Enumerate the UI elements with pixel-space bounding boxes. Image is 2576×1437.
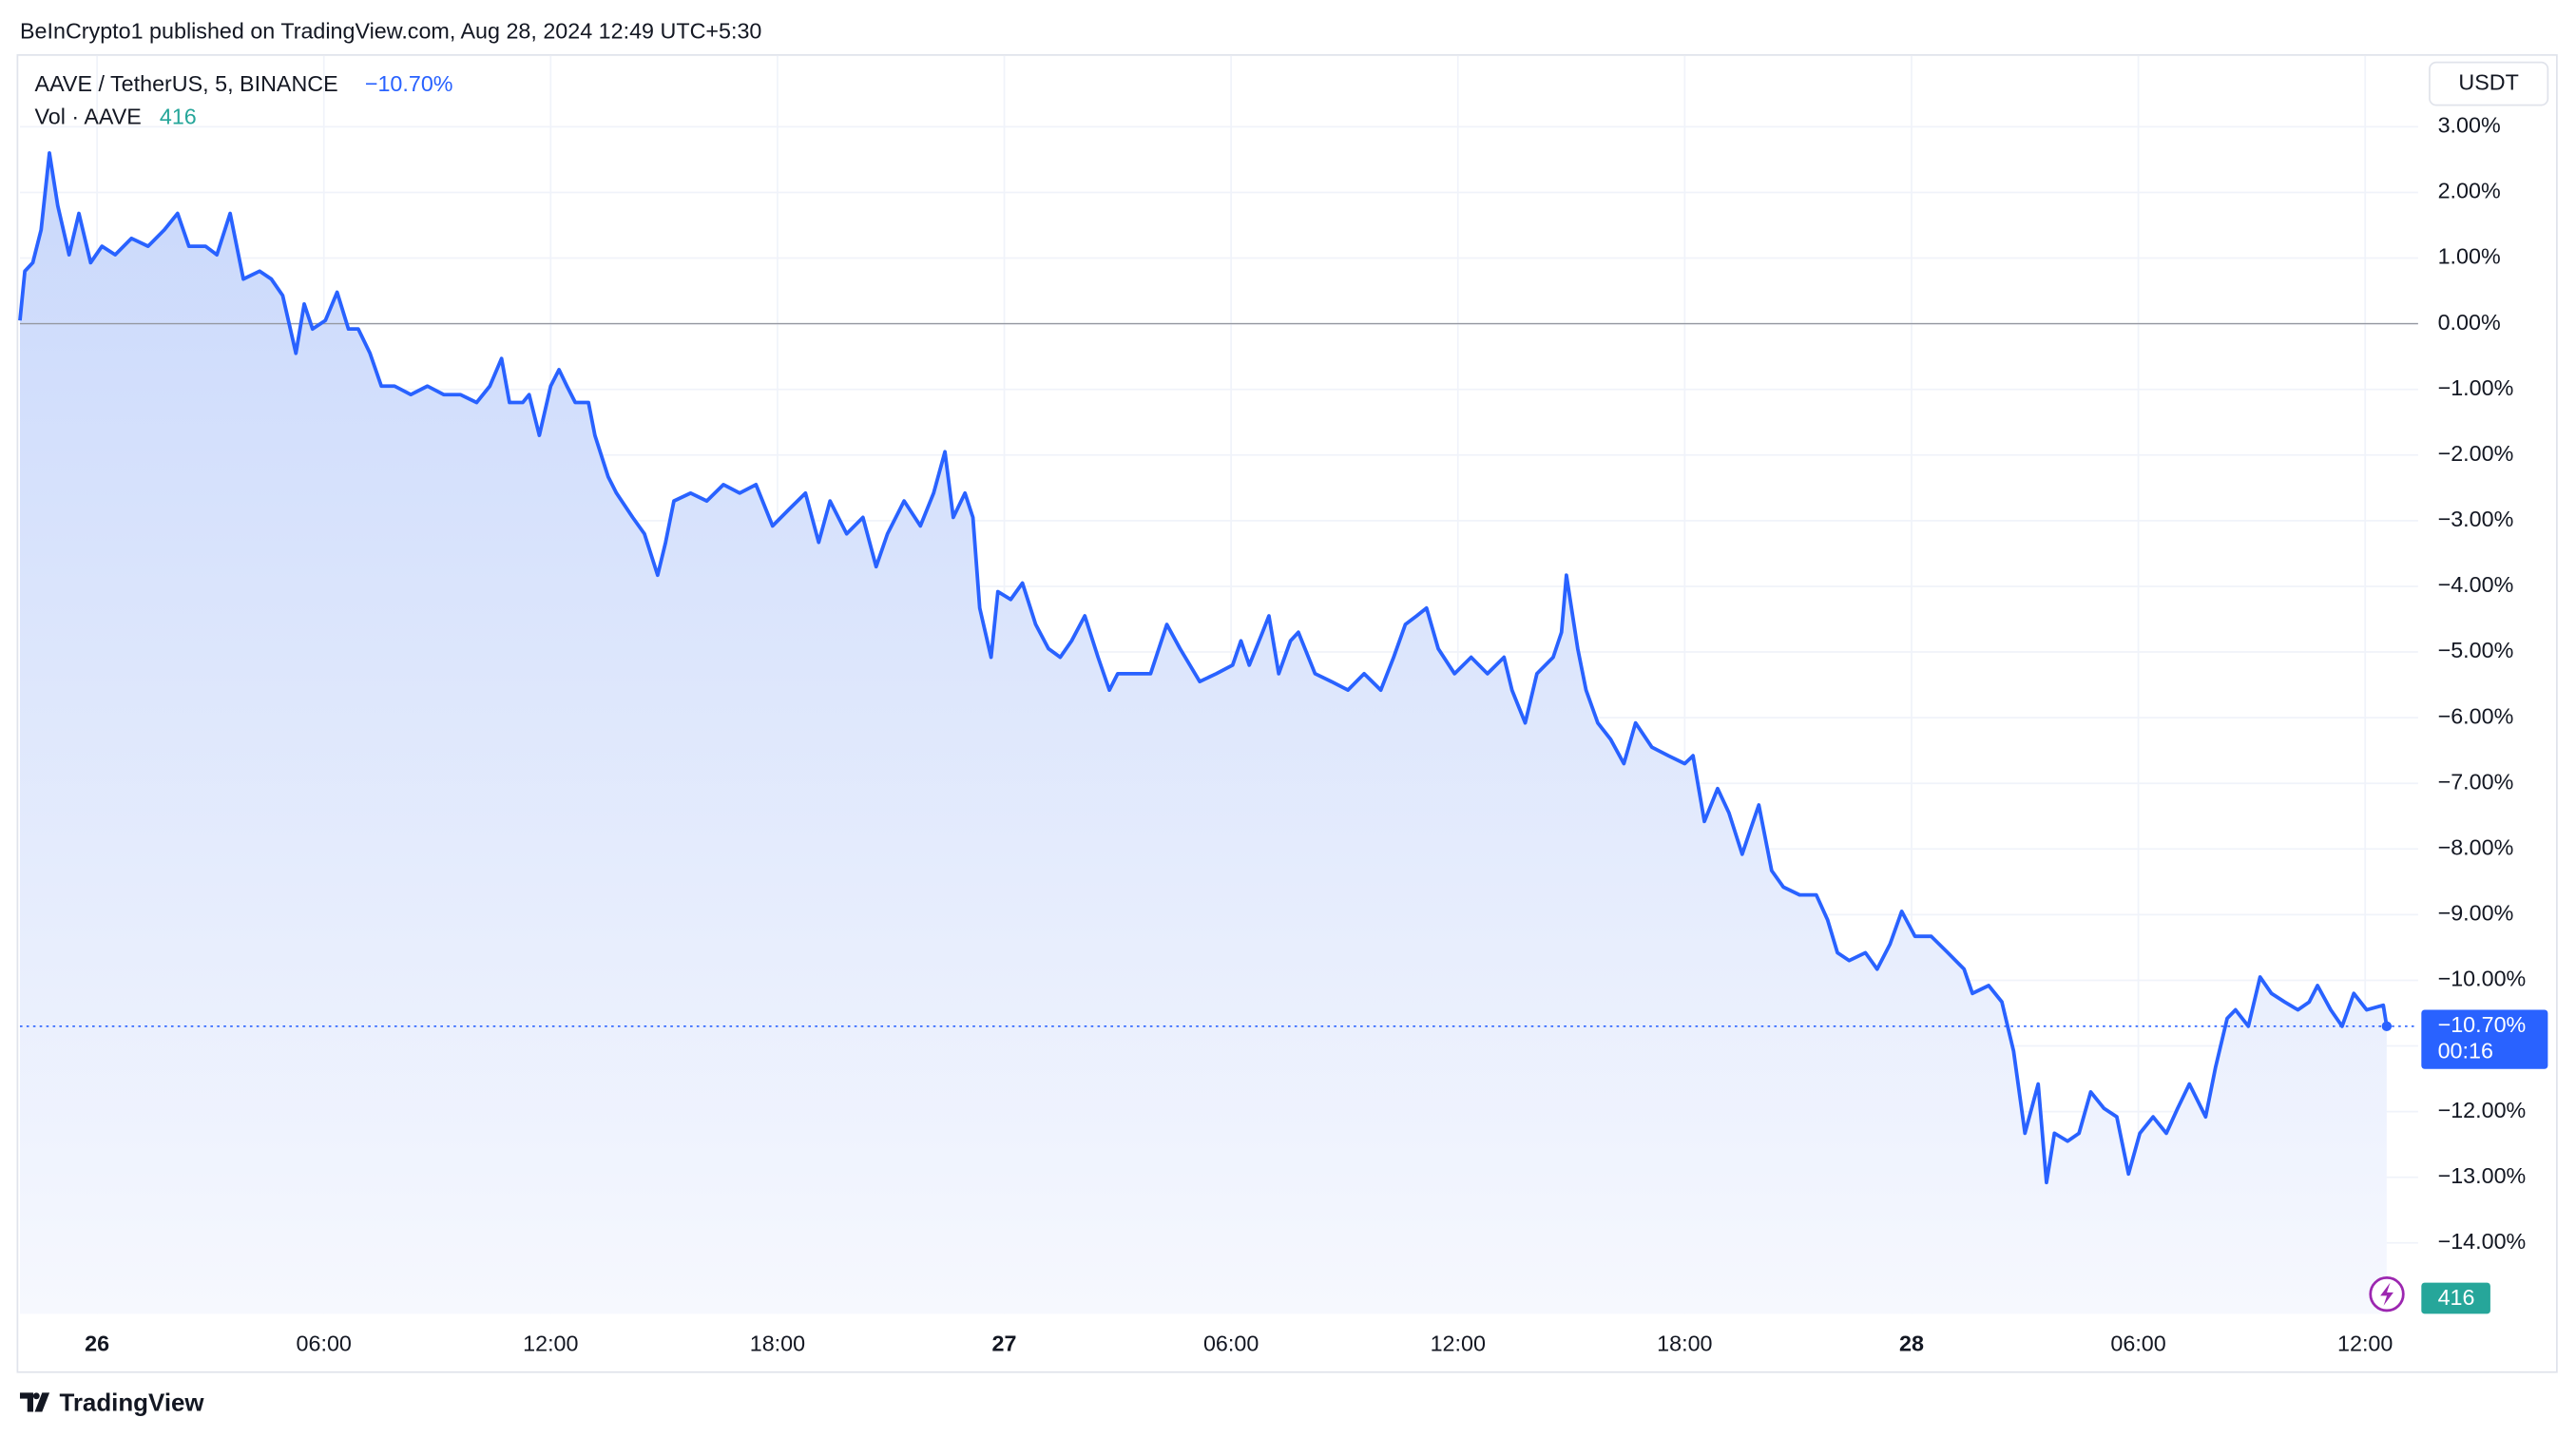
y-tick-label: −13.00% — [2438, 1163, 2527, 1188]
currency-box[interactable] — [2429, 61, 2549, 106]
x-tick-label: 27 — [992, 1331, 1017, 1355]
x-tick-label: 18:00 — [1657, 1331, 1712, 1355]
x-tick-label: 12:00 — [523, 1331, 578, 1355]
y-tick-label: −5.00% — [2438, 638, 2514, 662]
x-tick-label: 06:00 — [2110, 1331, 2165, 1355]
volume-label: Vol · AAVE — [35, 105, 142, 129]
y-tick-label: −12.00% — [2438, 1098, 2527, 1122]
y-tick-label: 0.00% — [2438, 310, 2501, 335]
area-fill — [19, 152, 2387, 1314]
x-tick-label: 06:00 — [1203, 1331, 1259, 1355]
current-badge — [2421, 1009, 2548, 1069]
brand: TradingView — [59, 1389, 204, 1416]
last-point — [2381, 1021, 2393, 1031]
countdown: 00:16 — [2438, 1039, 2493, 1063]
frame — [16, 54, 2558, 1373]
current-label: −10.70% — [2438, 1012, 2527, 1037]
x-tick-label: 26 — [85, 1331, 109, 1355]
x-tick-label: 18:00 — [750, 1331, 805, 1355]
y-tick-label: −4.00% — [2438, 572, 2514, 597]
x-tick-label: 28 — [1899, 1331, 1924, 1355]
y-tick-label: −7.00% — [2438, 769, 2514, 794]
x-tick-label: 06:00 — [297, 1331, 352, 1355]
y-tick-label: 3.00% — [2438, 113, 2501, 138]
change: −10.70% — [365, 71, 453, 96]
brand-logo — [19, 1392, 50, 1412]
y-tick-label: −14.00% — [2438, 1229, 2527, 1254]
currency[interactable]: USDT — [2458, 69, 2518, 94]
symbol: AAVE / TetherUS, 5, BINANCE — [35, 71, 338, 96]
header: BeInCrypto1 published on TradingView.com… — [20, 19, 761, 44]
y-tick-label: 1.00% — [2438, 244, 2501, 269]
y-tick-label: −8.00% — [2438, 834, 2514, 859]
x-tick-label: 12:00 — [1431, 1331, 1486, 1355]
y-tick-label: 2.00% — [2438, 179, 2501, 203]
x-tick-label: 12:00 — [2337, 1331, 2393, 1355]
volume-badge-label: 416 — [2438, 1285, 2475, 1310]
y-tick-label: −2.00% — [2438, 441, 2514, 466]
y-tick-label: −3.00% — [2438, 507, 2514, 531]
flash-icon[interactable] — [2369, 1276, 2405, 1312]
line — [18, 151, 2389, 1185]
y-tick-label: −6.00% — [2438, 703, 2514, 728]
y-tick-label: −9.00% — [2438, 901, 2514, 926]
volume-value: 416 — [160, 105, 197, 129]
volume-badge — [2421, 1282, 2490, 1314]
y-tick-label: −10.00% — [2438, 967, 2527, 991]
y-tick-label: −1.00% — [2438, 375, 2514, 400]
